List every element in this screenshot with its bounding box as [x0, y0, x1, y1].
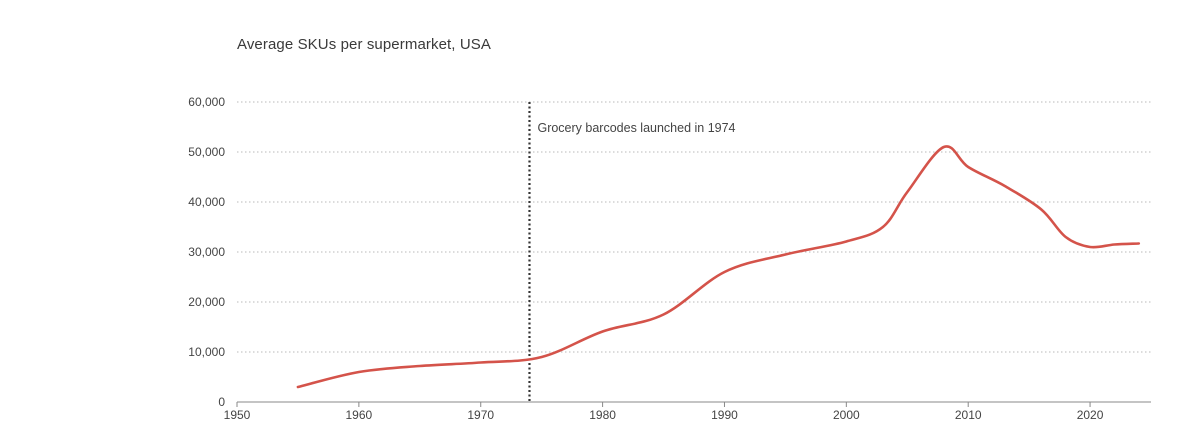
chart-title: Average SKUs per supermarket, USA [237, 36, 491, 53]
y-tick-label: 50,000 [188, 145, 225, 159]
x-tick-label: 1970 [467, 408, 494, 422]
x-axis [236, 401, 1151, 407]
series-layer [296, 145, 1141, 389]
x-tick-label: 1980 [589, 408, 616, 422]
x-tick-label: 2000 [833, 408, 860, 422]
y-tick-label: 40,000 [188, 195, 225, 209]
annotation: Grocery barcodes launched in 1974 [528, 102, 736, 402]
y-tick-label: 0 [218, 395, 225, 409]
annotation-label: Grocery barcodes launched in 1974 [537, 121, 735, 135]
x-tick-label: 1990 [711, 408, 738, 422]
series-line [296, 145, 1141, 389]
x-tick-label: 1960 [346, 408, 373, 422]
y-tick-label: 10,000 [188, 345, 225, 359]
y-tick-label: 30,000 [188, 245, 225, 259]
gridlines [237, 101, 1151, 353]
x-tick-label: 2010 [955, 408, 982, 422]
y-tick-label: 60,000 [188, 95, 225, 109]
x-axis-tick-labels: 1950 1960 1970 1980 1990 2000 2010 2020 [224, 408, 1104, 422]
x-tick-label: 2020 [1077, 408, 1104, 422]
y-tick-label: 20,000 [188, 295, 225, 309]
y-axis-tick-labels: 0 10,000 20,000 30,000 40,000 50,000 60,000 [188, 95, 225, 409]
x-tick-label: 1950 [224, 408, 251, 422]
